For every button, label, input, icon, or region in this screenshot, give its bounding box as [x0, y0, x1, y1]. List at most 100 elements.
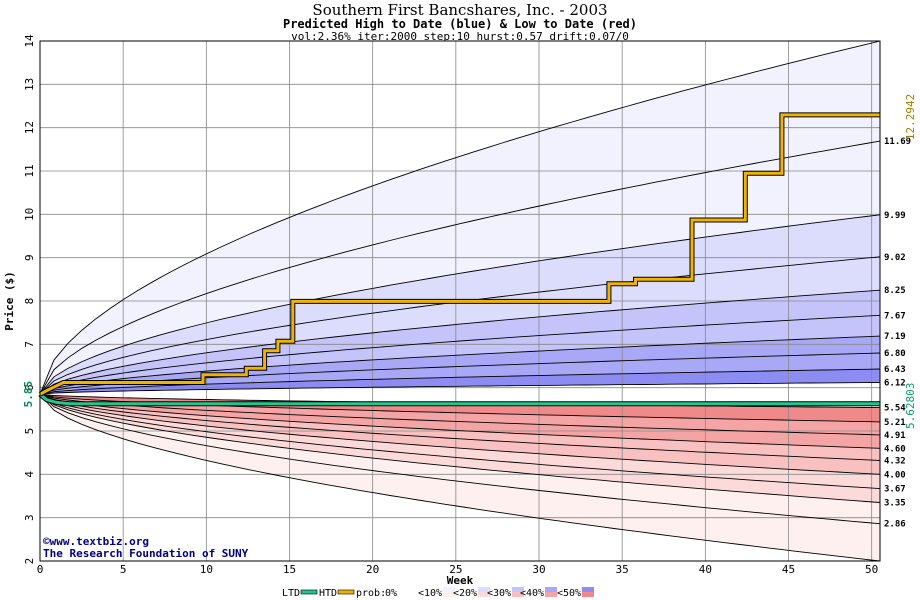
x-tick-label: 10 [200, 563, 213, 576]
high-to-date-final-label: 12.2942 [904, 94, 917, 140]
y-tick-label: 7 [23, 341, 36, 348]
quantile-line [39, 382, 881, 395]
low-to-date-final-label: 5.62803 [904, 383, 917, 429]
quantile-line [39, 289, 881, 395]
lower-probability-band [40, 394, 880, 561]
legend-prob-item: <40% [520, 588, 544, 599]
plot-border [39, 40, 881, 562]
x-tick-label: 50 [865, 563, 878, 576]
quantile-end-label: 5.21 [884, 418, 906, 428]
legend-prob-swatch-high [582, 587, 594, 592]
x-tick-label: 30 [532, 563, 545, 576]
lower-probability-band [40, 394, 880, 524]
quantile-end-label: 3.35 [884, 499, 906, 509]
quantile-line [39, 368, 881, 395]
y-tick-label: 12 [23, 121, 36, 134]
y-tick-label: 13 [23, 78, 36, 91]
lower-probability-band [40, 394, 880, 461]
quantile-end-label: 6.12 [884, 378, 906, 388]
x-tick-label: 20 [366, 563, 379, 576]
y-tick-label: 6 [23, 384, 36, 391]
legend-prob-swatch-low [512, 592, 524, 597]
y-tick-label: 5 [23, 428, 36, 435]
legend-prob-swatch-high [478, 587, 490, 592]
y-tick-label: 8 [23, 298, 36, 305]
x-tick-label: 15 [283, 563, 296, 576]
quantile-end-label: 9.02 [884, 253, 906, 263]
x-tick-label: 35 [616, 563, 629, 576]
lower-probability-band [40, 394, 880, 435]
watermark-url: ©www.textbiz.org [43, 535, 149, 548]
x-tick-label: 45 [782, 563, 795, 576]
quantile-line [39, 40, 881, 395]
quantile-end-label: 9.99 [884, 211, 906, 221]
quantile-line [39, 140, 881, 395]
quantile-end-label: 6.80 [884, 349, 906, 359]
legend-prob-item: <30% [487, 588, 511, 599]
quantile-line [39, 393, 881, 503]
plot-area [38, 40, 881, 562]
quantile-end-label: 2.86 [884, 520, 906, 530]
legend-prob-swatch-low [545, 592, 557, 597]
watermark-org: The Research Foundation of SUNY [43, 547, 249, 560]
y-tick-label: 9 [23, 254, 36, 261]
quantile-end-label: 4.00 [884, 470, 906, 480]
quantile-line [39, 352, 881, 395]
y-tick-label: 11 [23, 164, 36, 177]
quantile-line [39, 393, 881, 525]
quantile-line [39, 393, 881, 449]
quantile-end-label: 6.43 [884, 365, 906, 375]
legend-prob-item: 0% [385, 588, 397, 599]
quantile-line [39, 393, 881, 490]
upper-probability-band [40, 141, 880, 395]
legend-ltd-label: LTD [282, 588, 300, 599]
lower-probability-band [40, 394, 880, 489]
quantile-end-label: 7.19 [884, 332, 906, 342]
upper-probability-band [40, 353, 880, 395]
legend-prob-item: <50% [557, 588, 581, 599]
lower-probability-band [40, 394, 880, 475]
start-price-label: 5.85 [22, 381, 35, 408]
legend-prob-label: prob: [356, 588, 386, 599]
chart-titles: Southern First Bancshares, Inc. - 2003 P… [0, 2, 920, 43]
chart-subtitle: Predicted High to Date (blue) & Low to D… [282, 17, 637, 31]
quantile-line [39, 393, 881, 475]
y-tick-label: 3 [23, 514, 36, 521]
x-tick-label: 40 [699, 563, 712, 576]
legend: LTD HTD prob:0% <10% <20% <30% <40% <50% [282, 587, 594, 599]
lower-probability-band [40, 394, 880, 503]
quantile-line [39, 314, 881, 395]
chart-title: Southern First Bancshares, Inc. - 2003 [312, 1, 608, 19]
legend-htd-swatch [337, 589, 355, 595]
legend-prob-swatch-high [545, 587, 557, 592]
quantile-end-label: 5.54 [884, 404, 906, 414]
lower-probability-band [40, 394, 880, 449]
legend-htd-label: HTD [319, 588, 337, 599]
quantile-end-label: 3.67 [884, 485, 906, 495]
quantile-end-label: 11.69 [884, 137, 911, 147]
quantile-end-label: 4.91 [884, 431, 906, 441]
y-axis-label: Price ($) [3, 271, 16, 331]
quantile-end-label: 7.67 [884, 311, 906, 321]
upper-probability-band [40, 256, 880, 395]
quantile-line [39, 393, 881, 436]
legend-prob-swatch-high [512, 587, 524, 592]
legend-ltd-swatch [300, 589, 318, 595]
legend-prob-swatch-low [478, 592, 490, 597]
low-to-date-line [39, 393, 881, 406]
upper-probability-band [40, 290, 880, 395]
quantile-end-label: 4.32 [884, 456, 906, 466]
x-tick-label: 25 [449, 563, 462, 576]
quantile-line [39, 214, 881, 395]
legend-prob-swatch-low [582, 592, 594, 597]
x-axis-label: Week [447, 574, 474, 587]
y-tick-label: 4 [23, 471, 36, 478]
upper-probability-band [40, 336, 880, 395]
x-tick-label: 0 [37, 563, 44, 576]
legend-prob-swatch-high [443, 587, 455, 592]
upper-probability-band [40, 214, 880, 395]
x-tick-label: 5 [120, 563, 127, 576]
quantile-line [39, 335, 881, 395]
lower-probability-band [40, 394, 880, 422]
